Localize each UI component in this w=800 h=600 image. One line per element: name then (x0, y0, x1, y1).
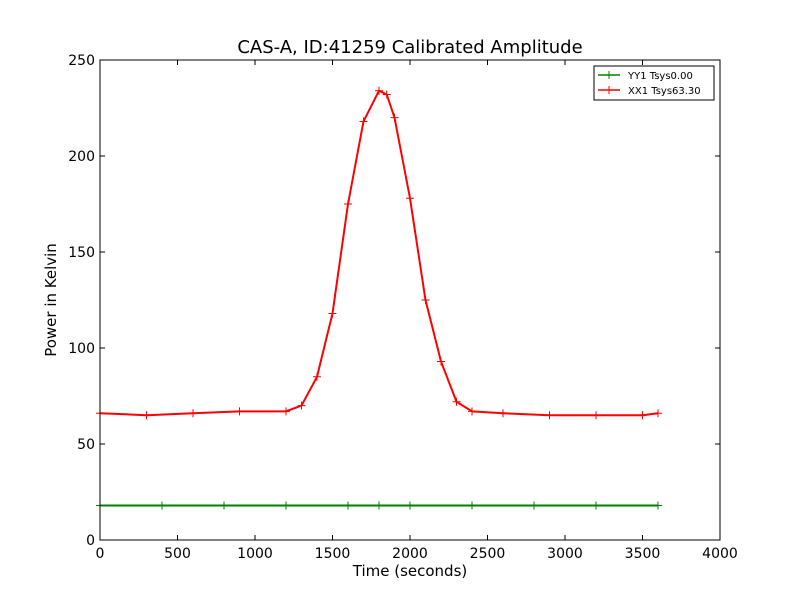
data-point (654, 501, 662, 510)
data-point (297, 401, 306, 410)
data-point (375, 86, 383, 95)
data-point (499, 409, 507, 418)
data-point (142, 411, 151, 420)
data-point (406, 194, 414, 203)
data-point (382, 90, 391, 99)
data-point (592, 411, 600, 420)
data-point (406, 501, 414, 510)
x-tick-label: 2000 (392, 546, 428, 562)
data-point (468, 501, 476, 510)
legend: YY1 Tsys0.00 XX1 Tsys63.30 (593, 65, 715, 101)
x-tick-label: 2500 (470, 546, 506, 562)
x-tick-label: 4000 (702, 546, 738, 562)
y-tick-label: 50 (77, 437, 95, 453)
data-point (390, 113, 399, 122)
y-tick-label: 150 (68, 245, 95, 261)
data-point (530, 501, 538, 510)
y-tick-label: 200 (68, 149, 95, 165)
data-point (437, 357, 445, 366)
x-tick-label: 1000 (237, 546, 273, 562)
legend-box (593, 65, 715, 101)
x-tick-label: 3000 (547, 546, 583, 562)
data-point (468, 407, 476, 416)
y-axis-title: Power in Kelvin (42, 243, 60, 357)
y-tick-label: 100 (68, 341, 95, 357)
y-tick-label: 250 (68, 53, 95, 69)
data-point (344, 200, 352, 208)
data-point (359, 117, 368, 126)
data-point (592, 501, 600, 510)
data-point (220, 501, 228, 510)
x-tick-label: 3500 (625, 546, 661, 562)
plot-area (96, 86, 662, 510)
axis-ticks: 0 500 1000 1500 2000 2500 3000 3500 4000 0 50 100 15… (68, 53, 738, 562)
data-point (235, 407, 244, 416)
data-point (282, 501, 290, 510)
legend-label: YY1 Tsys0.00 (627, 71, 693, 82)
data-point (313, 372, 321, 381)
data-point (158, 501, 166, 510)
x-tick-label: 0 (96, 546, 105, 562)
data-point (189, 409, 197, 418)
data-point (344, 501, 352, 510)
y-tick-label: 0 (86, 533, 95, 549)
x-tick-label: 1500 (315, 546, 351, 562)
data-point (375, 501, 383, 510)
x-tick-label: 500 (164, 546, 191, 562)
legend-marker (605, 71, 613, 79)
data-point (654, 409, 662, 418)
data-point (545, 411, 554, 420)
legend-label: XX1 Tsys63.30 (628, 86, 701, 97)
chart-title: CAS-A, ID:41259 Calibrated Amplitude (237, 37, 582, 58)
data-point (282, 407, 290, 416)
data-point (452, 397, 461, 406)
x-axis-title: Time (seconds) (352, 562, 468, 580)
series-1 (96, 86, 662, 420)
data-point (638, 411, 647, 420)
data-point (328, 309, 337, 318)
legend-marker (605, 86, 613, 94)
data-point (421, 296, 430, 304)
